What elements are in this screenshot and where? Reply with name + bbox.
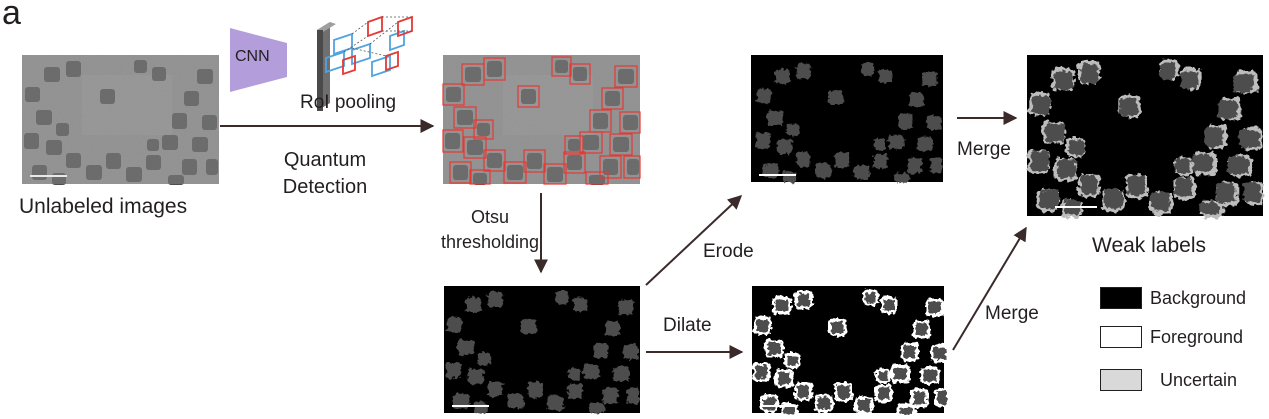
eroded-binary-image [751,55,943,183]
legend-uncertain-swatch [1100,369,1142,391]
panel-label: a [2,0,21,32]
legend-background-swatch [1100,287,1142,309]
arrow-erode [645,195,743,286]
legend-background-label: Background [1150,287,1247,308]
otsu-line2: thresholding [440,232,540,252]
legend-foreground-label: Foreground [1150,326,1244,347]
merge-top-label: Merge [957,139,1011,160]
otsu-line1: Otsu [470,207,509,227]
otsu-label: Otsu thresholding [440,205,540,255]
legend-uncertain-label: Uncertain [1160,369,1238,390]
erode-label: Erode [703,241,754,262]
cnn-label: CNN [235,48,270,65]
otsu-binary-image [444,286,640,414]
quantum-detection-line2: Detection [282,176,368,198]
quantum-detection-label: Quantum Detection [265,147,385,201]
legend-foreground-swatch [1100,326,1142,348]
roi-pooling-label: RoI pooling [300,92,397,113]
unlabeled-tem-image [22,55,219,185]
unlabeled-images-label: Unlabeled images [19,195,188,218]
merge-bottom-label: Merge [985,303,1039,324]
dilated-binary-image [752,286,950,418]
dilate-label: Dilate [663,315,712,336]
weak-labels-image [1027,55,1265,219]
quantum-detection-line1: Quantum [283,149,367,171]
legend-background: Background [1100,286,1246,310]
weak-labels-label: Weak labels [1092,234,1207,257]
detection-image [442,55,641,185]
cnn-block [230,28,287,92]
arrow-merge-bottom [952,226,1027,351]
legend-uncertain: Uncertain [1100,368,1237,392]
legend-foreground: Foreground [1100,325,1243,349]
roi-pooling-icon [317,15,413,111]
